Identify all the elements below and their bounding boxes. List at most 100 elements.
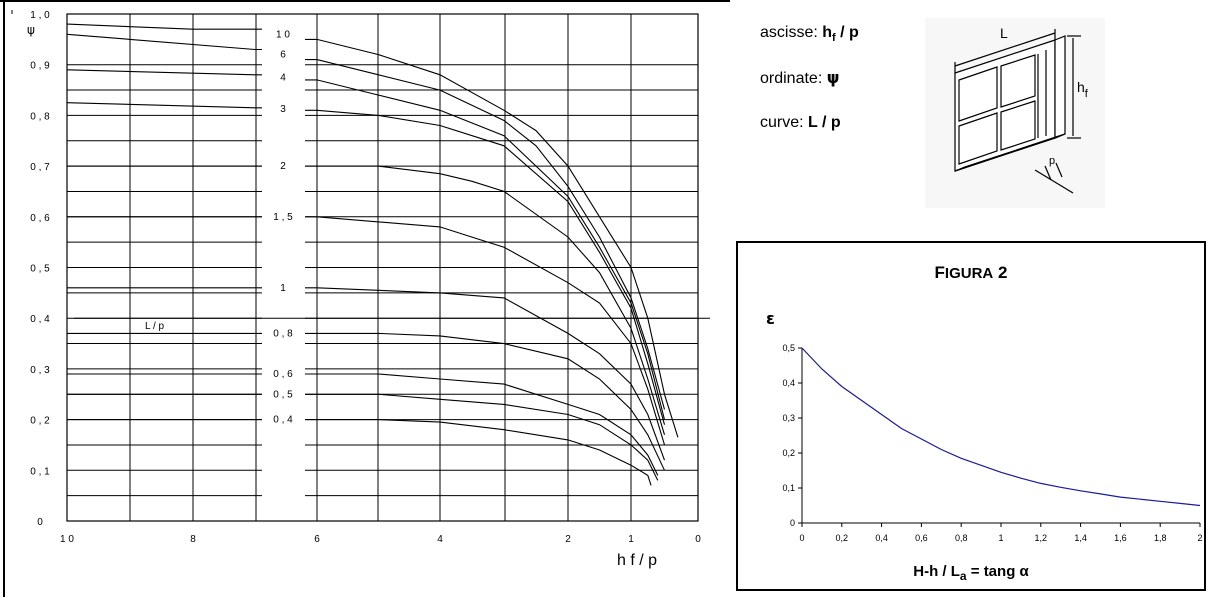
y-tick-label: 0 , 5 [30, 264, 50, 275]
curve-line-right [305, 419, 652, 486]
x-tick-label: 8 [190, 534, 196, 545]
curve-series [67, 373, 659, 476]
y-tick-label: 0 , 1 [30, 466, 50, 477]
legend-curve: curve: L / p [760, 112, 930, 157]
legend-ordinate-value: ψ [826, 68, 840, 87]
figura2-title-first: F [934, 263, 945, 282]
legend-curve-value: L / p [808, 114, 841, 131]
fig2-x-tick-label: 0,6 [915, 533, 928, 543]
legend-ascisse-sub: f [832, 32, 836, 45]
curve-label: 0 , 8 [273, 328, 293, 339]
y-tick-label: 0 , 4 [30, 314, 50, 325]
diagram-label-hf: hf [1077, 79, 1089, 100]
curve-label: 0 , 4 [273, 415, 293, 426]
curve-series [67, 419, 652, 486]
figura2-title: FIGURA 2 [738, 263, 1204, 283]
curve-series [67, 165, 666, 435]
curve-label: 1 0 [276, 29, 290, 40]
fig2-x-tick-label: 0,4 [875, 533, 888, 543]
diagram-label-L: L [1000, 25, 1008, 41]
curve-line-right [305, 165, 666, 435]
curve-label: 1 [280, 283, 286, 294]
curve-line-right [305, 79, 666, 420]
y-tick-label: 0 , 3 [30, 365, 50, 376]
curve-series [67, 393, 659, 481]
y-tick-label: 0 , 6 [30, 213, 50, 224]
main-chart: 1 , 0 0 , 9 0 , 8 0 , 7 0 , 6 0 , 5 0 , 4 0 , 3… [0, 0, 730, 597]
y-tick-label: 1 , 0 [30, 10, 50, 21]
fig2-x-tick-label: 2 [1197, 533, 1202, 543]
fig2-x-tick-label: 1,2 [1035, 533, 1048, 543]
figura2-panel: FIGURA 2 ε 0,5 0,4 0,3 0,2 0,1 0 0 0,2 0,4 0,6 0,8… [736, 241, 1206, 591]
curve-series [67, 216, 666, 446]
fig2-y-tick-label: 0,5 [782, 343, 795, 353]
figura2-xlabel: H-h / La = tang α [738, 563, 1204, 583]
y-tick-label: 0 [37, 517, 43, 528]
x-tick-label: 2 [565, 534, 571, 545]
figura2-ylabel: ε [766, 309, 775, 328]
fig2-x-tick-label: 1,8 [1154, 533, 1167, 543]
curve-line-right [305, 373, 659, 476]
legend-curve-prefix: curve: [760, 114, 809, 131]
figura2-title-num: 2 [993, 263, 1008, 282]
curve-line-left [66, 69, 262, 76]
legend-ordinate: ordinate: ψ [760, 67, 930, 112]
figura2-xlabel-main: H-h / L [913, 563, 960, 580]
y-tick-label: 0 , 8 [30, 111, 50, 122]
y-tick-label: 0 , 7 [30, 162, 50, 173]
figura2-title-rest: IGURA [944, 265, 994, 282]
curve-label: 0 , 6 [273, 369, 293, 380]
curve-line-right [305, 59, 666, 410]
curve-series [66, 102, 666, 425]
curve-label: 1 , 5 [273, 212, 293, 223]
curve-line-right [305, 38, 679, 438]
curve-series [66, 69, 666, 420]
legend-ascisse-value: h [822, 24, 833, 41]
fig2-y-tick-label: 0,2 [782, 448, 795, 458]
curve-label: 3 [280, 104, 286, 115]
fig2-y-tick-label: 0,3 [782, 413, 795, 423]
legend-ascisse-tail: / p [835, 24, 859, 41]
x-tick-label: 6 [314, 534, 320, 545]
curve-series [67, 332, 665, 471]
curve-series [67, 287, 666, 461]
x-tick-label: 4 [437, 534, 443, 545]
x-tick-label: 1 [628, 534, 634, 545]
fig2-y-tick-label: 0 [790, 518, 795, 528]
y-tick-label: 0 , 9 [30, 61, 50, 72]
fig2-x-tick-label: 0,2 [836, 533, 849, 543]
inner-label-L-p: L / p [145, 321, 165, 332]
legend-block: ascisse: hf / p ordinate: ψ curve: L / p [760, 22, 930, 157]
x-tick-label: 0 [695, 534, 701, 545]
curve-line-right [305, 332, 665, 471]
figura2-xlabel-sub: a [959, 569, 967, 583]
curve-line-left [66, 33, 262, 51]
x-tick-label: 1 0 [60, 534, 74, 545]
fig2-x-tick-label: 1,4 [1074, 533, 1087, 543]
curve-label: 0 , 5 [273, 389, 293, 400]
curve-line-right [305, 216, 666, 446]
diagram-label-hf-sub: f [1085, 88, 1089, 100]
curve-label: 2 [280, 161, 286, 172]
window-frame-diagram: L hf p [925, 18, 1105, 208]
legend-ascisse: ascisse: hf / p [760, 22, 930, 67]
curve-line-right [305, 393, 659, 481]
fig2-x-tick-label: 1 [998, 533, 1003, 543]
curve-label: 4 [280, 72, 286, 83]
figura2-xlabel-tail: = tang α [966, 563, 1029, 580]
fig2-y-tick-label: 0,4 [782, 378, 795, 388]
curve-series [66, 23, 679, 438]
curve-line-left [66, 102, 262, 109]
diagram-label-h: h [1077, 79, 1085, 95]
fig2-curve [801, 347, 1201, 507]
legend-ascisse-prefix: ascisse: [760, 24, 823, 41]
fig2-x-tick-label: 0 [799, 533, 804, 543]
x-axis-label: h f / p [617, 552, 657, 569]
curve-line-right [305, 287, 666, 461]
curve-series [66, 33, 666, 410]
fig2-x-tick-label: 1,6 [1114, 533, 1127, 543]
fig2-x-tick-label: 0,8 [955, 533, 968, 543]
y-axis-label: ψ [27, 23, 35, 37]
y-tick-label: 0 , 2 [30, 416, 50, 427]
